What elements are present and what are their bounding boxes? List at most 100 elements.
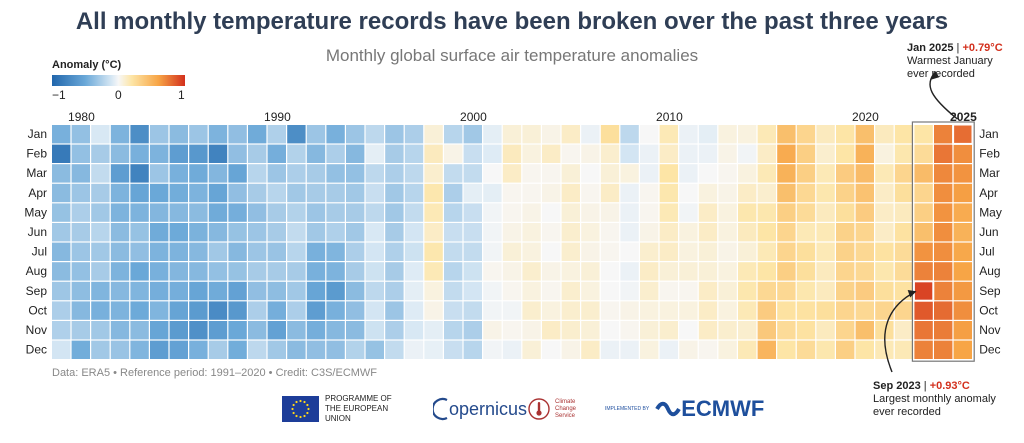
heatmap-cell: [52, 340, 71, 359]
heatmap-cell: [738, 203, 757, 222]
heatmap-cell: [483, 144, 502, 163]
heatmap-cell: [463, 340, 482, 359]
heatmap-cell: [659, 301, 678, 320]
heatmap-cell: [248, 183, 267, 203]
heatmap-cell: [444, 144, 463, 163]
heatmap-cell: [659, 125, 678, 144]
ecmwf-wave-icon: [655, 401, 681, 417]
month-label-right: Apr: [979, 186, 998, 200]
heatmap-cell: [698, 242, 718, 261]
heatmap-cell: [777, 242, 796, 261]
heatmap-cell: [875, 242, 894, 261]
heatmap-cell: [698, 164, 718, 183]
copernicus-logo-text: opernicus: [449, 398, 528, 419]
heatmap-cell: [914, 144, 933, 163]
heatmap-cell: [150, 321, 169, 340]
heatmap-cell: [306, 125, 326, 144]
heatmap-cell: [581, 183, 600, 203]
heatmap-cell: [483, 203, 502, 222]
heatmap-cell: [581, 340, 600, 359]
heatmap-cell: [71, 281, 90, 301]
heatmap-cell: [444, 262, 463, 281]
heatmap-cell: [385, 281, 404, 301]
heatmap-cell: [757, 183, 776, 203]
heatmap-cell: [561, 262, 580, 281]
heatmap-cell: [189, 164, 208, 183]
heatmap-cell: [679, 183, 698, 203]
heatmap-cell: [71, 223, 90, 242]
heatmap-cell: [287, 242, 306, 261]
heatmap-cell: [208, 281, 228, 301]
annotation-jan-2025-value: +0.79°C: [962, 42, 1003, 54]
heatmap-cell: [267, 125, 286, 144]
heatmap-cell: [346, 281, 365, 301]
heatmap-cell: [698, 183, 718, 203]
heatmap-cell: [169, 281, 188, 301]
heatmap-cell: [894, 340, 914, 359]
heatmap-cell: [875, 301, 894, 320]
annotation-jan-2025: Jan 2025 | +0.79°C Warmest January ever …: [907, 42, 1003, 81]
heatmap-cell: [287, 223, 306, 242]
heatmap-cell: [522, 183, 541, 203]
heatmap-cell: [855, 183, 874, 203]
heatmap-cell: [522, 301, 541, 320]
heatmap-cell: [287, 301, 306, 320]
heatmap-cell: [738, 242, 757, 261]
heatmap-cell: [169, 321, 188, 340]
heatmap-cell: [130, 262, 149, 281]
month-label-right: Jun: [979, 225, 998, 239]
heatmap-cell: [208, 321, 228, 340]
month-label-left: Jun: [28, 225, 47, 239]
heatmap-cell: [424, 242, 443, 261]
heatmap-cell: [502, 262, 522, 281]
heatmap-cell: [522, 144, 541, 163]
heatmap-cell: [953, 281, 972, 301]
heatmap-cell: [894, 144, 914, 163]
heatmap-cell: [953, 262, 972, 281]
annotation-jan-2025-sep: |: [953, 42, 963, 54]
heatmap-cell: [287, 125, 306, 144]
heatmap-cell: [71, 183, 90, 203]
heatmap-cell: [326, 340, 345, 359]
heatmap-cell: [463, 144, 482, 163]
heatmap-cell: [953, 242, 972, 261]
heatmap-cell: [679, 203, 698, 222]
heatmap-cell: [894, 203, 914, 222]
heatmap-cell: [679, 321, 698, 340]
annotation-jan-2025-line2: ever recorded: [907, 68, 975, 80]
heatmap-cell: [365, 321, 384, 340]
heatmap-cell: [659, 340, 678, 359]
heatmap-cell: [836, 281, 855, 301]
heatmap-cell: [502, 144, 522, 163]
heatmap-cell: [561, 301, 580, 320]
heatmap-cell: [855, 203, 874, 222]
heatmap-cell: [757, 301, 776, 320]
heatmap-cell: [169, 144, 188, 163]
heatmap-cell: [542, 340, 561, 359]
heatmap-cell: [91, 125, 110, 144]
heatmap-cell: [914, 321, 933, 340]
copernicus-logo: opernicus: [433, 392, 527, 426]
heatmap-cell: [404, 203, 424, 222]
heatmap-cell: [130, 144, 149, 163]
heatmap-cell: [424, 144, 443, 163]
annotation-arrow-sep-2023: [884, 290, 916, 373]
heatmap-cell: [502, 301, 522, 320]
heatmap-cell: [228, 144, 247, 163]
heatmap-cell: [208, 144, 228, 163]
heatmap-cell: [522, 223, 541, 242]
heatmap-cell: [228, 242, 247, 261]
c3s-logo-text: Climate Change Service: [555, 398, 577, 419]
heatmap-cell: [424, 125, 443, 144]
heatmap-cell: [600, 144, 620, 163]
heatmap-cell: [561, 164, 580, 183]
heatmap-cell: [248, 262, 267, 281]
heatmap-cell: [346, 321, 365, 340]
heatmap-cell: [365, 203, 384, 222]
heatmap-cell: [600, 203, 620, 222]
heatmap-cell: [385, 203, 404, 222]
heatmap-cell: [287, 203, 306, 222]
heatmap-cell: [444, 125, 463, 144]
heatmap-cell: [483, 242, 502, 261]
heatmap-cell: [444, 340, 463, 359]
